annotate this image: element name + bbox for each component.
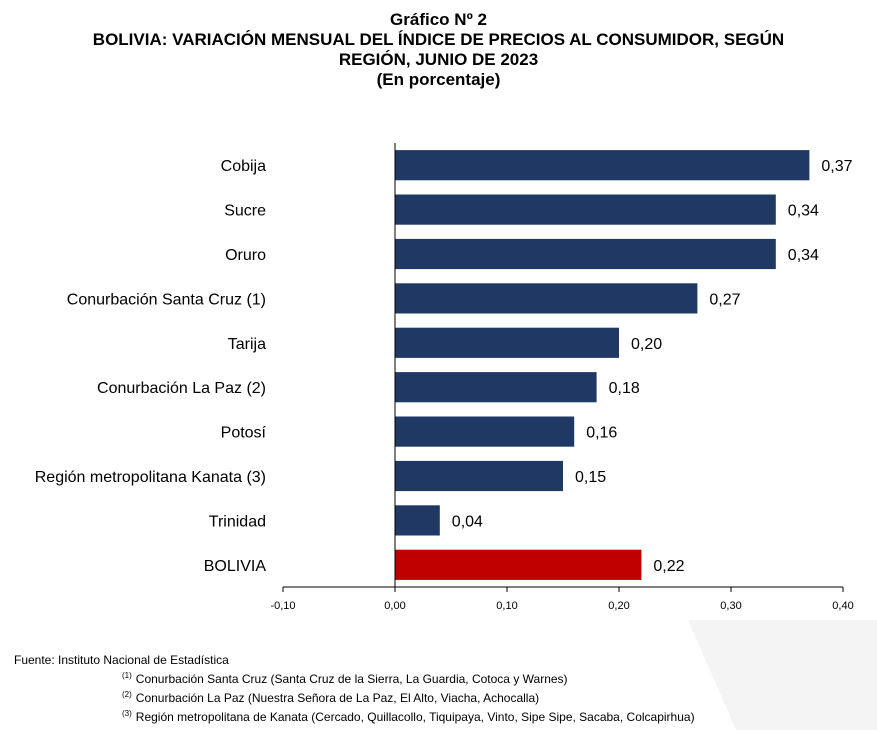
bar-chart: Cobija 0,37 Sucre 0,34 Oruro 0,34 Conurbación … [35,143,854,612]
footnote-text: Región metropolitana de Kanata (Cercado,… [135,710,695,724]
category-label: Conurbación Santa Cruz (1) [67,291,266,308]
bar [395,549,642,580]
chart-title-line-2: REGIÓN, JUNIO DE 2023 [338,50,539,69]
chart-titles: Gráfico Nº 2 BOLIVIA: VARIACIÓN MENSUAL … [0,10,877,90]
data-label: 0,16 [586,425,617,442]
bar [395,416,575,447]
source-text: Fuente: Instituto Nacional de Estadístic… [14,653,229,667]
bar [395,460,563,492]
footnote-mark: (3) [122,709,132,718]
category-label: Oruro [225,247,266,264]
footnote-text: Conurbación La Paz (Nuestra Señora de La… [135,691,540,705]
data-label: 0,37 [821,158,852,175]
x-tick-label: 0,40 [832,600,853,612]
category-label: Trinidad [209,513,266,530]
data-label: 0,34 [788,203,819,220]
data-label: 0,04 [452,513,483,530]
bar [395,283,698,314]
chart-subtitle: (En porcentaje) [376,70,501,89]
category-label: Sucre [224,203,266,220]
x-tick-label: 0,10 [496,600,517,612]
data-label: 0,15 [575,469,606,486]
footnote-2: (2) Conurbación La Paz (Nuestra Señora de… [14,687,695,706]
footer: Fuente: Instituto Nacional de Estadístic… [14,652,695,725]
category-label: Conurbación La Paz (2) [97,380,266,397]
category-label: Región metropolitana Kanata (3) [35,469,266,486]
bar [395,150,810,181]
category-label: Potosí [221,425,267,442]
bar [395,372,597,403]
footnote-mark: (2) [122,690,132,699]
chart-number: Gráfico Nº 2 [390,10,487,29]
data-label: 0,22 [653,558,684,575]
data-label: 0,34 [788,247,819,264]
category-label: Tarija [228,336,266,353]
bar [395,505,440,536]
footnote-mark: (1) [122,671,132,680]
footnote-text: Conurbación Santa Cruz (Santa Cruz de la… [135,672,568,686]
x-tick-label: 0,20 [608,600,629,612]
category-label: BOLIVIA [204,558,267,575]
data-label: 0,18 [609,380,640,397]
footnote-3: (3) Región metropolitana de Kanata (Cerca… [14,706,695,725]
bar [395,327,619,358]
data-label: 0,27 [709,291,740,308]
category-label: Cobija [221,158,266,175]
footnote-1: (1) Conurbación Santa Cruz (Santa Cruz de… [14,668,695,687]
x-tick-label: 0,30 [720,600,741,612]
x-tick-label: -0,10 [270,600,295,612]
bar [395,238,776,270]
x-tick-label: 0,00 [384,600,405,612]
bar [395,194,776,225]
chart-title-line-1: BOLIVIA: VARIACIÓN MENSUAL DEL ÍNDICE DE… [92,30,785,49]
data-label: 0,20 [631,336,662,353]
